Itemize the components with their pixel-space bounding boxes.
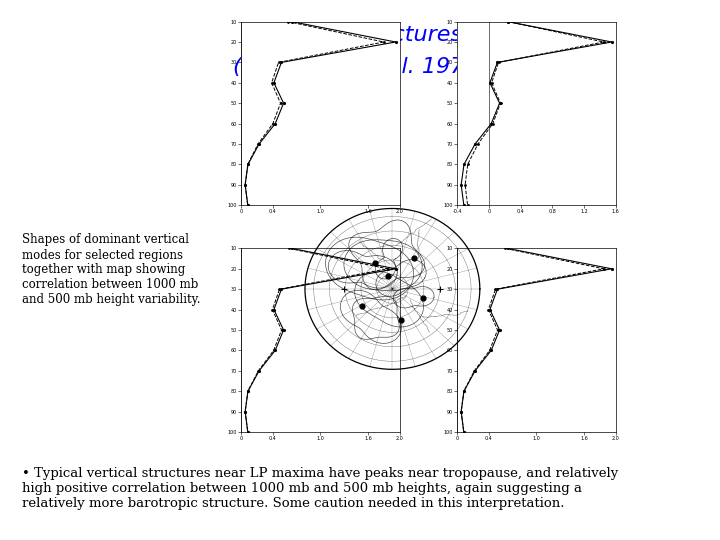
Text: • Typical vertical structures near LP maxima have peaks near tropopause, and rel: • Typical vertical structures near LP ma… [22, 467, 618, 510]
Text: (Blackmon et al. 1979): (Blackmon et al. 1979) [233, 57, 487, 78]
Text: Vertical structures: Vertical structures [258, 25, 462, 45]
Text: Shapes of dominant vertical
modes for selected regions
together with map showing: Shapes of dominant vertical modes for se… [22, 233, 200, 307]
